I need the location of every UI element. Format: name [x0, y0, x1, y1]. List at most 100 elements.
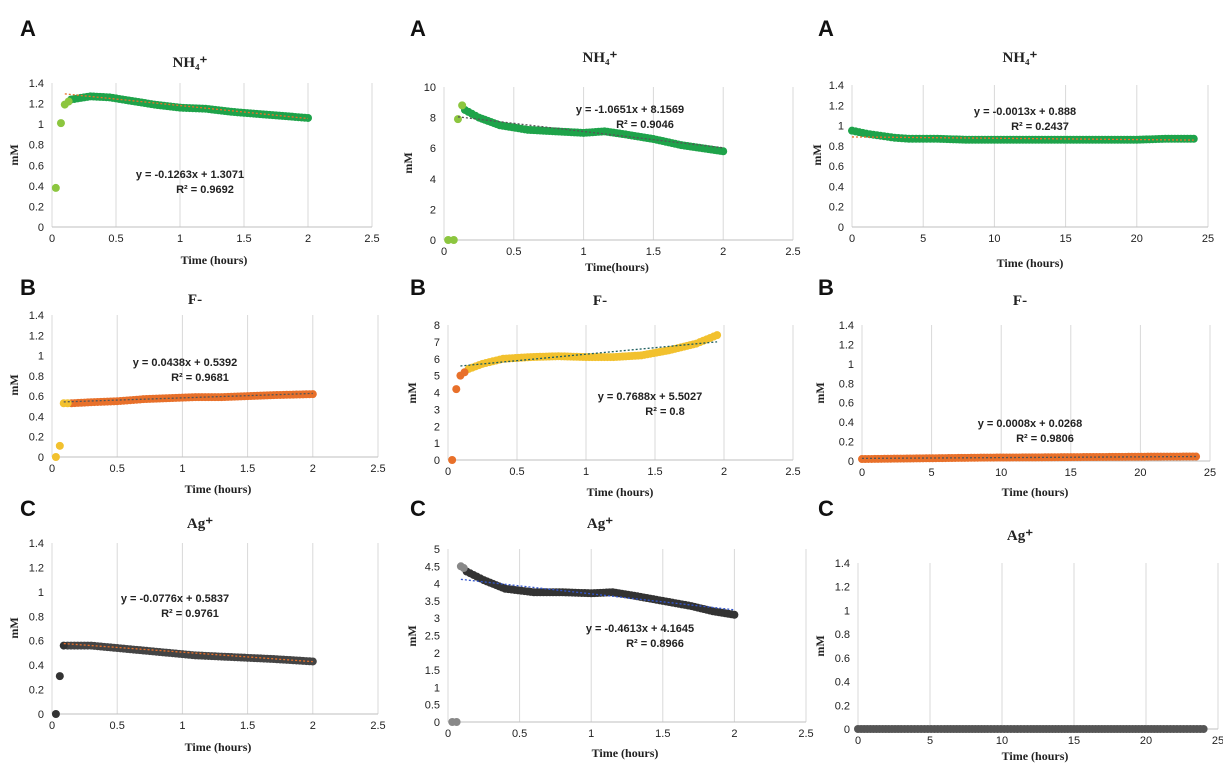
y-tick-label: 1.4 [29, 310, 44, 322]
y-tick-label: 1 [38, 351, 44, 363]
y-tick-label: 0.4 [829, 181, 844, 193]
x-axis-label: Time (hours) [997, 256, 1064, 270]
panel-letter: C [20, 496, 36, 521]
data-point-early [452, 385, 461, 394]
x-tick-label: 15 [1059, 233, 1071, 245]
data-point-early [56, 119, 65, 128]
y-tick-label: 1 [848, 359, 854, 371]
r-squared-label: R² = 0.2437 [1011, 121, 1069, 133]
data-point-early [460, 368, 469, 377]
r-squared-label: R² = 0.8966 [626, 638, 684, 650]
y-tick-label: 1.2 [835, 582, 850, 594]
chart-panel-8: C Ag⁺ 0 0.5 1 1.5 2 2.5 0 0.5 1 1.5 2 2.5 3 3.5 4 4.5 5 Tim… [405, 496, 814, 760]
x-tick-label: 1.5 [655, 728, 670, 740]
x-tick-label: 2 [731, 728, 737, 740]
y-tick-label: 4 [434, 388, 440, 400]
data-point-early [59, 641, 68, 650]
y-tick-label: 4 [430, 174, 436, 186]
x-tick-label: 10 [996, 735, 1008, 747]
data-point-early [444, 236, 453, 244]
panel-letter: B [818, 275, 834, 300]
regression-equation: y = -1.0651x + 8.1569 [576, 104, 684, 116]
y-tick-label: 1 [38, 587, 44, 599]
y-tick-label: 0.2 [835, 700, 850, 712]
data-point-early [51, 183, 60, 192]
y-tick-label: 1 [838, 121, 844, 133]
y-axis-label: mM [7, 374, 21, 395]
panel-letter: C [410, 496, 426, 521]
x-axis-label: Time (hours) [1002, 749, 1069, 763]
y-tick-label: 2 [430, 204, 436, 216]
y-tick-label: 7 [434, 337, 440, 349]
y-tick-label: 0.8 [29, 371, 44, 383]
data-point-early [448, 456, 457, 464]
x-tick-label: 20 [1131, 233, 1143, 245]
x-tick-label: 5 [927, 735, 933, 747]
regression-equation: y = 0.0438x + 0.5392 [133, 357, 238, 369]
x-tick-label: 15 [1068, 735, 1080, 747]
x-tick-label: 0.5 [110, 463, 125, 475]
data-point-early [64, 97, 73, 106]
x-tick-label: 1 [179, 463, 185, 475]
y-axis-label: mM [813, 635, 827, 656]
y-tick-label: 2.5 [425, 631, 440, 643]
x-tick-label: 0.5 [110, 720, 125, 732]
y-tick-label: 0.4 [29, 411, 44, 423]
y-tick-label: 4.5 [425, 561, 440, 573]
chart-title: NH₄⁺ [1003, 50, 1038, 66]
y-axis-label: mM [401, 152, 415, 173]
x-axis-label: Time (hours) [185, 482, 252, 496]
trendline [63, 392, 313, 403]
y-tick-label: 0.8 [839, 378, 854, 390]
y-axis-label: mM [813, 382, 827, 403]
regression-equation: y = -0.1263x + 1.3071 [136, 169, 244, 181]
x-tick-label: 2 [310, 463, 316, 475]
data-point-early [449, 236, 458, 244]
trendline [851, 136, 1194, 141]
y-tick-label: 0.8 [835, 629, 850, 641]
data-point-early [453, 115, 462, 124]
x-tick-label: 0 [49, 233, 55, 245]
chart-panel-4: B F- 0 0.5 1 1.5 2 2.5 0 0.2 0.4 0.6 0.8 1 1.2 1.4 Time … [7, 275, 386, 496]
y-tick-label: 0.8 [29, 140, 44, 152]
data-point-early [55, 672, 64, 681]
y-tick-label: 0 [434, 717, 440, 729]
y-tick-label: 0 [430, 235, 436, 247]
y-tick-label: 1.4 [839, 320, 854, 332]
y-tick-label: 0.2 [829, 202, 844, 214]
data-point [713, 331, 722, 340]
x-tick-label: 1.5 [240, 463, 255, 475]
panel-letter: A [410, 16, 426, 41]
x-tick-label: 2 [310, 720, 316, 732]
y-tick-label: 0.6 [29, 160, 44, 172]
y-axis-label: mM [7, 144, 21, 165]
y-tick-label: 1 [434, 682, 440, 694]
y-axis-label: mM [405, 382, 419, 403]
panel-letter: A [818, 16, 834, 41]
x-tick-label: 0 [49, 720, 55, 732]
y-axis-label: mM [405, 625, 419, 646]
y-tick-label: 1.2 [29, 562, 44, 574]
x-tick-label: 0 [855, 735, 861, 747]
chart-panel-9: C Ag⁺ 0 5 10 15 20 25 0 0.2 0.4 0.6 0.8 1 1.2 1.4 Time (… [813, 496, 1223, 763]
x-tick-label: 2.5 [370, 720, 385, 732]
y-tick-label: 1.4 [29, 538, 44, 550]
x-tick-label: 1 [581, 246, 587, 258]
y-tick-label: 1.2 [29, 330, 44, 342]
y-tick-label: 1.2 [829, 100, 844, 112]
chart-panel-2: A NH₄⁺ 0 0.5 1 1.5 2 2.5 0 2 4 6 8 10 Time(hours) mM y =… [401, 16, 801, 274]
y-tick-label: 5 [434, 544, 440, 556]
y-tick-label: 1.4 [29, 78, 44, 90]
y-tick-label: 0.6 [839, 398, 854, 410]
x-tick-label: 2.5 [370, 463, 385, 475]
x-tick-label: 0 [49, 463, 55, 475]
y-axis-label: mM [810, 144, 824, 165]
chart-panel-1: A NH₄⁺ 0 0.5 1 1.5 2 2.5 0 0.2 0.4 0.6 0.8 1 1.2 1.4 Tim… [7, 16, 380, 267]
panel-letter: B [410, 275, 426, 300]
data-point-early [55, 441, 64, 450]
chart-title: Ag⁺ [587, 516, 613, 532]
chart-title: NH₄⁺ [173, 55, 208, 71]
x-tick-label: 10 [995, 467, 1007, 479]
trendline [460, 578, 735, 611]
y-tick-label: 0 [848, 456, 854, 468]
